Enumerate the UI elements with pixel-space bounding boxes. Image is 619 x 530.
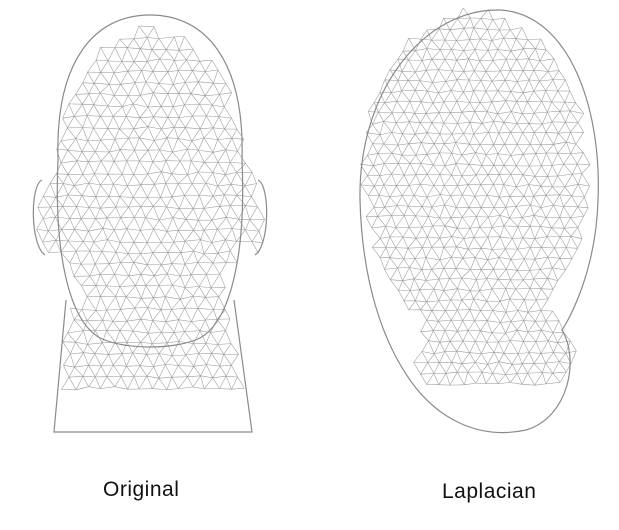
- laplacian-caption: Laplacian: [442, 480, 537, 503]
- original-right-ear-outline: [254, 179, 268, 256]
- laplacian-smoothed-head-wireframe: [359, 7, 599, 434]
- original-mesh-lines: [36, 25, 265, 391]
- laplacian-head-outline: [359, 9, 599, 434]
- original-neck-outline: [53, 299, 253, 433]
- original-head-wireframe: [32, 14, 268, 433]
- laplacian-mesh-lines: [360, 7, 591, 386]
- laplacian-mesh-panel: Laplacian: [330, 0, 619, 530]
- original-caption: Original: [103, 478, 180, 501]
- original-left-ear-outline: [32, 179, 46, 256]
- original-head-outline: [56, 14, 244, 348]
- original-mesh-panel: Original: [0, 0, 300, 530]
